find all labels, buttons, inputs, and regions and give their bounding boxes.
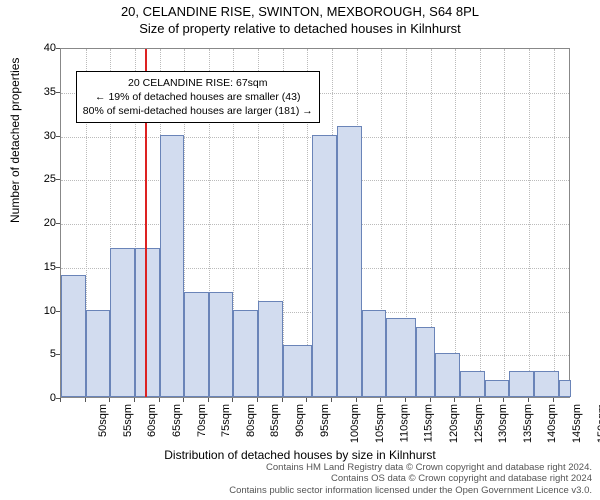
x-tick xyxy=(282,398,283,402)
annotation-line-3: 80% of semi-detached houses are larger (… xyxy=(83,104,313,118)
x-tick xyxy=(85,398,86,402)
histogram-bar xyxy=(416,327,436,397)
x-tick xyxy=(405,398,406,402)
y-tick-label: 5 xyxy=(16,348,56,360)
grid-line-vertical xyxy=(504,49,505,397)
x-tick-label: 135sqm xyxy=(522,404,534,443)
title-line-2: Size of property relative to detached ho… xyxy=(0,21,600,36)
x-tick-label: 145sqm xyxy=(571,404,583,443)
x-tick-label: 75sqm xyxy=(220,404,232,437)
x-tick xyxy=(306,398,307,402)
x-tick-label: 55sqm xyxy=(122,404,134,437)
chart-plot-area: 20 CELANDINE RISE: 67sqm← 19% of detache… xyxy=(60,48,570,398)
histogram-bar xyxy=(485,380,510,398)
footer-line-1: Contains HM Land Registry data © Crown c… xyxy=(0,462,592,473)
grid-line-vertical xyxy=(529,49,530,397)
y-tick-label: 20 xyxy=(16,217,56,229)
histogram-bar xyxy=(86,310,111,398)
y-tick-label: 35 xyxy=(16,86,56,98)
x-tick xyxy=(159,398,160,402)
histogram-bar xyxy=(61,275,86,398)
x-tick xyxy=(183,398,184,402)
annotation-line-2: ← 19% of detached houses are smaller (43… xyxy=(83,90,313,104)
y-tick-label: 10 xyxy=(16,305,56,317)
grid-line-vertical xyxy=(455,49,456,397)
y-tick xyxy=(56,136,60,137)
histogram-bar xyxy=(184,292,209,397)
x-tick-label: 50sqm xyxy=(97,404,109,437)
x-tick xyxy=(479,398,480,402)
grid-line-vertical xyxy=(554,49,555,397)
x-tick xyxy=(208,398,209,402)
x-tick-label: 130sqm xyxy=(497,404,509,443)
x-tick-label: 125sqm xyxy=(473,404,485,443)
x-tick xyxy=(134,398,135,402)
histogram-bar xyxy=(435,353,460,397)
histogram-bar xyxy=(258,301,283,397)
histogram-bar xyxy=(283,345,313,398)
footer-line-3: Contains public sector information licen… xyxy=(0,485,592,496)
grid-line-vertical xyxy=(480,49,481,397)
x-tick xyxy=(528,398,529,402)
y-tick xyxy=(56,223,60,224)
histogram-bar xyxy=(460,371,485,397)
y-tick-label: 40 xyxy=(16,42,56,54)
x-tick-label: 85sqm xyxy=(269,404,281,437)
x-tick-label: 110sqm xyxy=(398,404,410,442)
annotation-box: 20 CELANDINE RISE: 67sqm← 19% of detache… xyxy=(76,71,320,124)
histogram-bar xyxy=(509,371,534,397)
x-tick-label: 70sqm xyxy=(196,404,208,437)
x-tick-label: 95sqm xyxy=(319,404,331,437)
histogram-bar xyxy=(233,310,258,398)
x-tick-label: 150sqm xyxy=(596,404,600,443)
footer-line-2: Contains OS data © Crown copyright and d… xyxy=(0,473,592,484)
x-tick xyxy=(257,398,258,402)
x-tick-label: 105sqm xyxy=(374,404,386,443)
annotation-line-1: 20 CELANDINE RISE: 67sqm xyxy=(83,76,313,90)
x-tick-label: 120sqm xyxy=(448,404,460,443)
histogram-bar xyxy=(362,310,387,398)
chart-title-block: 20, CELANDINE RISE, SWINTON, MEXBOROUGH,… xyxy=(0,0,600,36)
x-tick xyxy=(109,398,110,402)
x-tick-label: 65sqm xyxy=(171,404,183,437)
y-tick-label: 15 xyxy=(16,261,56,273)
y-tick xyxy=(56,311,60,312)
histogram-bar xyxy=(534,371,559,397)
y-tick-label: 30 xyxy=(16,130,56,142)
histogram-bar xyxy=(312,135,337,398)
histogram-bar xyxy=(160,135,185,398)
x-tick xyxy=(380,398,381,402)
x-tick xyxy=(454,398,455,402)
histogram-bar xyxy=(559,380,571,398)
y-tick-label: 0 xyxy=(16,392,56,404)
x-tick-label: 80sqm xyxy=(245,404,257,437)
x-axis-label: Distribution of detached houses by size … xyxy=(0,448,600,462)
y-tick xyxy=(56,179,60,180)
histogram-bar xyxy=(386,318,416,397)
y-tick xyxy=(56,92,60,93)
y-tick xyxy=(56,48,60,49)
x-tick xyxy=(356,398,357,402)
y-tick xyxy=(56,354,60,355)
y-tick xyxy=(56,267,60,268)
histogram-bar xyxy=(337,126,362,397)
x-tick xyxy=(553,398,554,402)
histogram-bar xyxy=(135,248,160,397)
histogram-bar xyxy=(110,248,135,397)
footer-attribution: Contains HM Land Registry data © Crown c… xyxy=(0,462,592,496)
histogram-bar xyxy=(209,292,234,397)
x-tick xyxy=(503,398,504,402)
x-tick xyxy=(60,398,61,402)
title-line-1: 20, CELANDINE RISE, SWINTON, MEXBOROUGH,… xyxy=(0,4,600,19)
x-tick xyxy=(331,398,332,402)
x-tick-label: 140sqm xyxy=(547,404,559,443)
x-tick-label: 115sqm xyxy=(423,404,435,442)
y-tick-label: 25 xyxy=(16,173,56,185)
x-tick xyxy=(232,398,233,402)
x-tick-label: 100sqm xyxy=(350,404,362,443)
x-tick-label: 60sqm xyxy=(146,404,158,437)
x-tick-label: 90sqm xyxy=(294,404,306,437)
x-tick xyxy=(430,398,431,402)
